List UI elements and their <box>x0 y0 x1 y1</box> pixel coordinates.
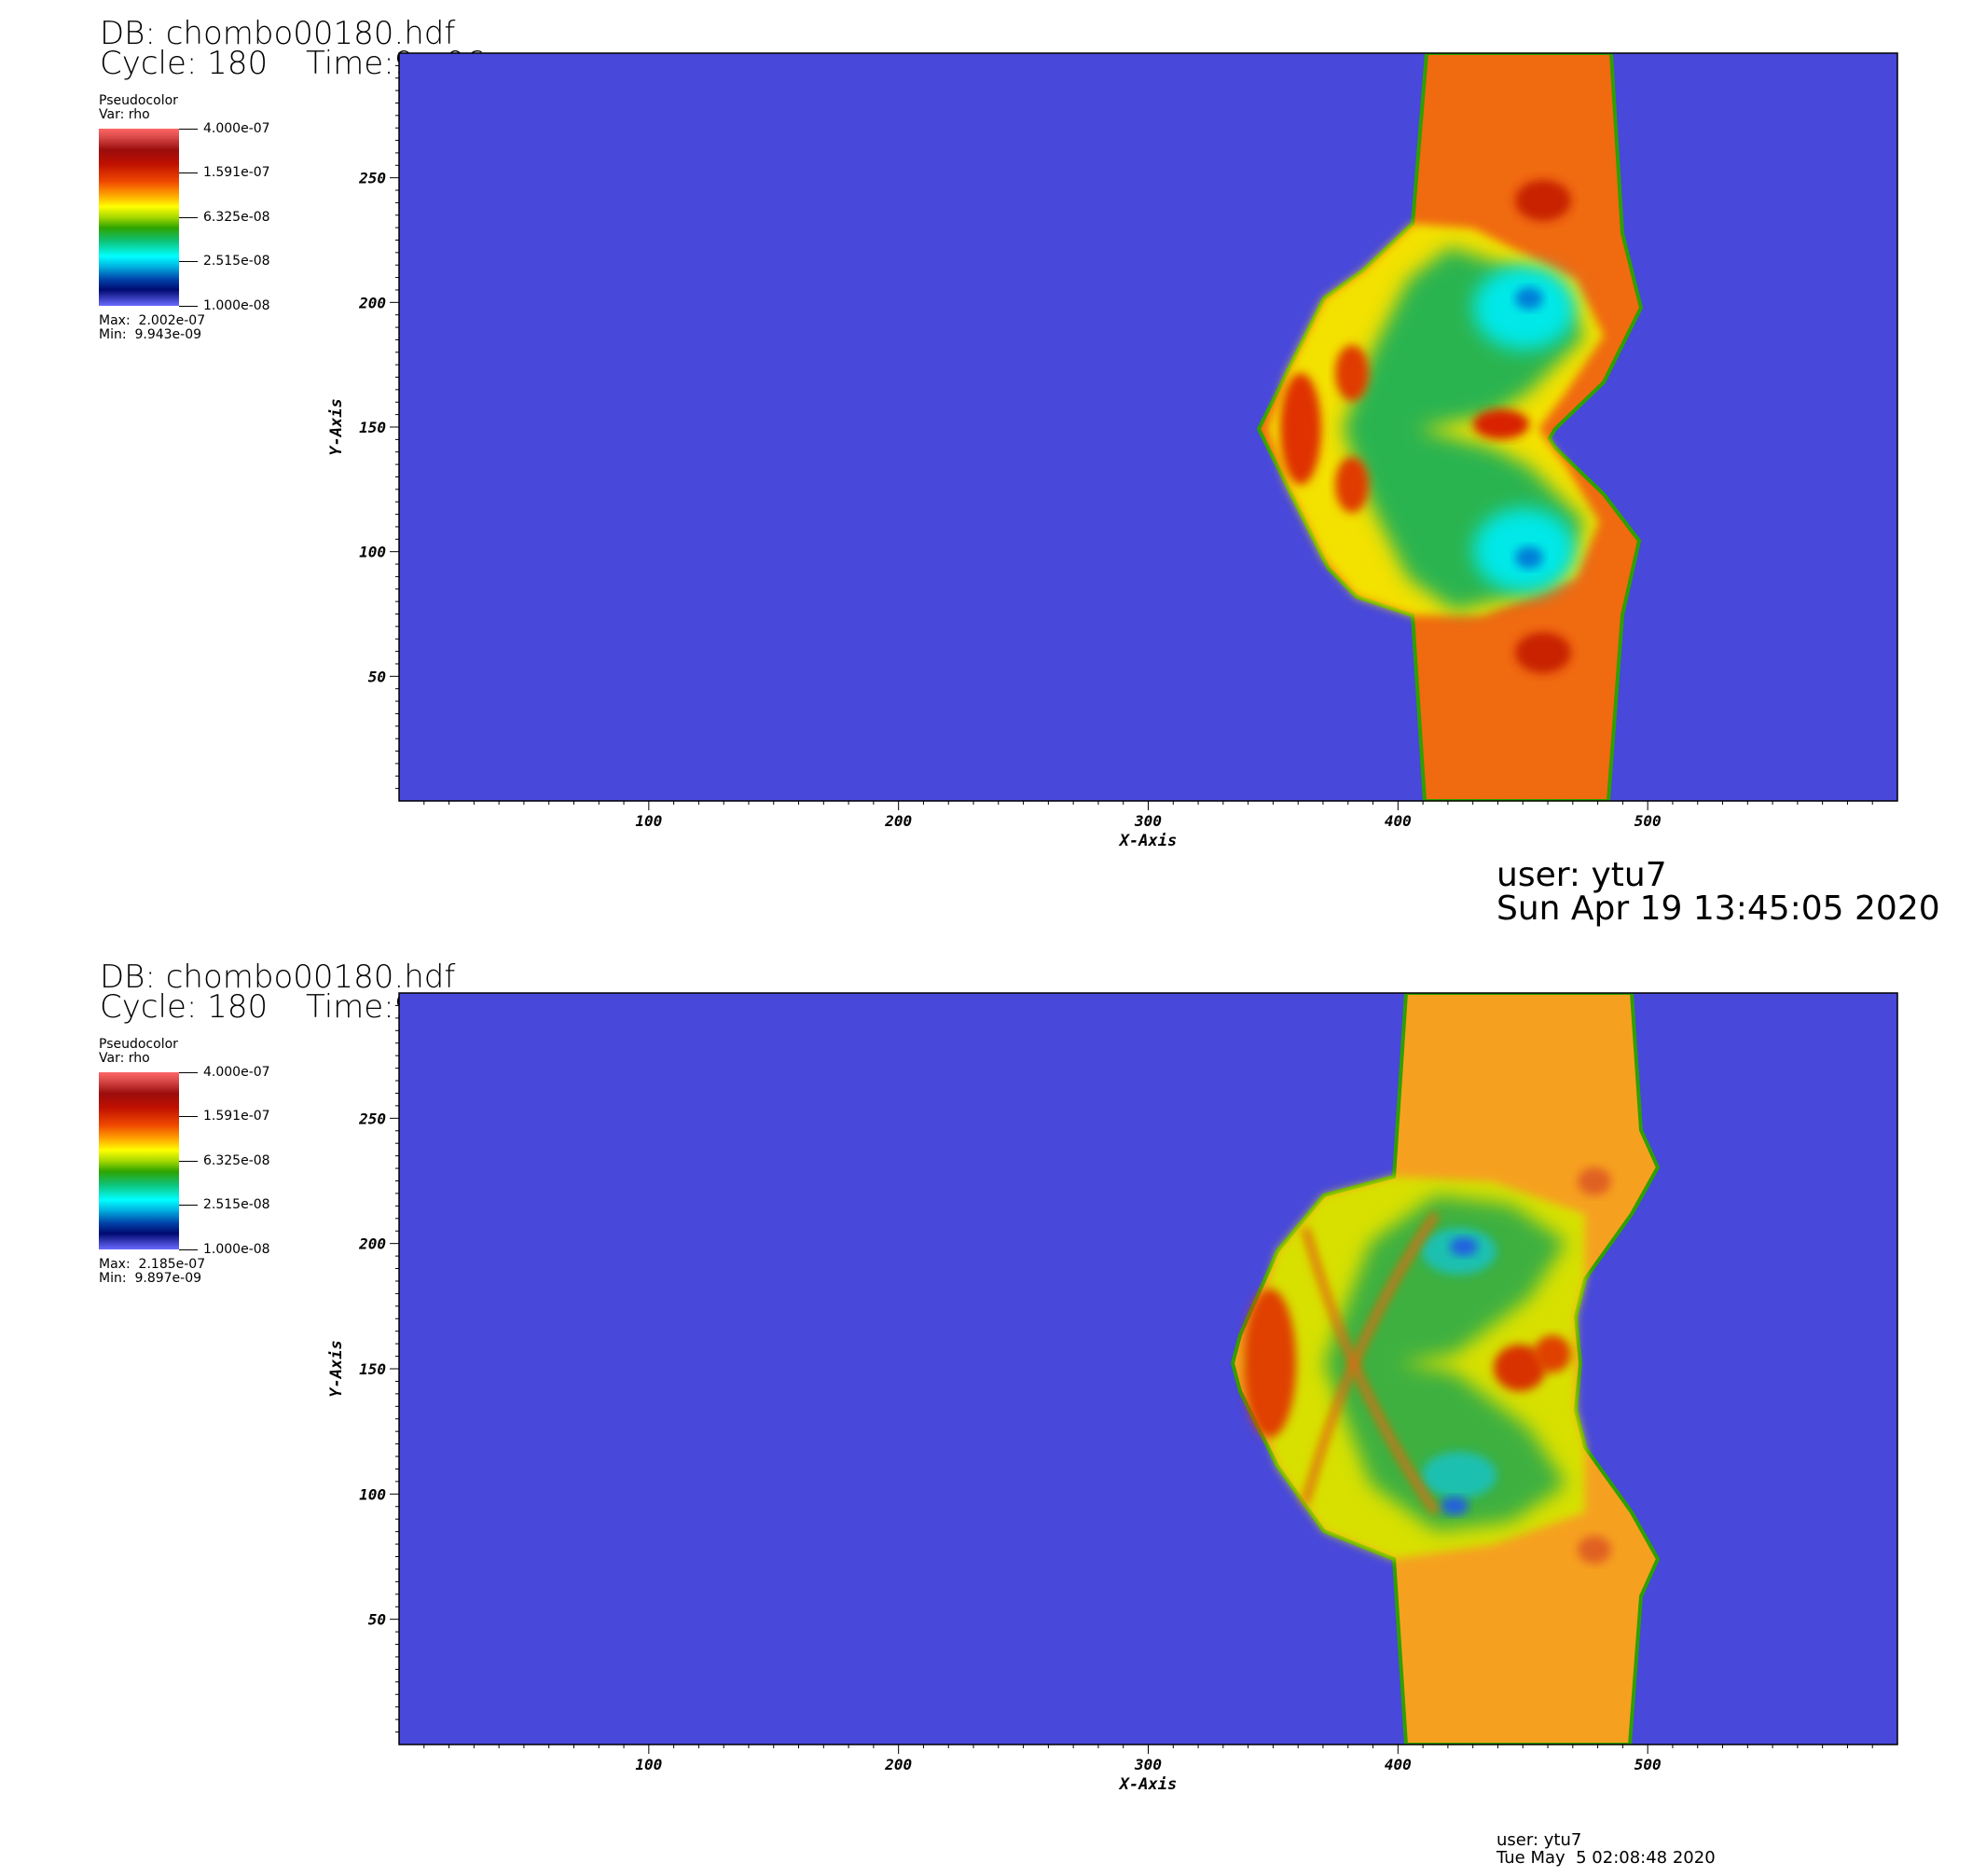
cycle-label: Cycle: 180 <box>100 45 269 82</box>
legend-variable: Var: rho <box>99 1051 150 1066</box>
axes: 100 200 300 400 500 50 100 150 200 250 X-Axis Y-Axi… <box>327 1004 1873 1794</box>
colorbar-tick-label: 1.591e-07 <box>203 165 270 180</box>
x-axis-label: X-Axis <box>1118 832 1177 850</box>
colorbar-tick-label: 2.515e-08 <box>203 254 270 269</box>
db-label: DB: chombo00180.hdf <box>100 959 456 996</box>
x-tick-label: 200 <box>884 812 912 830</box>
y-tick-label: 250 <box>358 1110 386 1127</box>
colorbar-tick-label: 6.325e-08 <box>203 210 270 225</box>
legend-max: Max: 2.185e-07 <box>99 1257 206 1272</box>
y-tick-label: 150 <box>359 419 386 436</box>
y-tick-label: 250 <box>358 170 386 187</box>
y-tick-label: 200 <box>358 1235 386 1253</box>
legend-min: Min: 9.897e-09 <box>99 1271 202 1286</box>
colorbar-tick-label: 1.000e-08 <box>203 298 270 313</box>
x-axis-label: X-Axis <box>1118 1775 1177 1794</box>
x-tick-label: 200 <box>884 1756 912 1773</box>
colorbar-tick-label: 2.515e-08 <box>203 1197 270 1212</box>
footer-user: user: ytu7 <box>1496 856 1667 894</box>
x-tick-label: 300 <box>1134 1756 1162 1773</box>
colorbar-tick-label: 6.325e-08 <box>203 1153 270 1168</box>
plot-panel-2: DB: chombo00180.hdf Cycle: 180 Time:9e-0… <box>0 944 1986 1876</box>
x-tick-label: 300 <box>1134 812 1162 830</box>
density-field <box>1230 993 1661 1745</box>
plot-panel-1: DB: chombo00180.hdf Cycle: 180 Time:9e-0… <box>0 0 1986 932</box>
y-tick-label: 50 <box>368 1611 386 1629</box>
y-tick-label: 200 <box>358 294 386 311</box>
footer-user: user: ytu7 <box>1496 1830 1582 1850</box>
plot-background <box>399 993 1897 1745</box>
colorbar-tick-label: 4.000e-07 <box>203 121 270 136</box>
x-tick-label: 500 <box>1634 1756 1662 1773</box>
colorbar-tick-label: 1.000e-08 <box>203 1242 270 1257</box>
colorbar <box>99 1072 179 1249</box>
y-tick-label: 150 <box>359 1360 386 1378</box>
density-field <box>1256 53 1644 801</box>
heatmap-plot: 100 200 300 400 500 50 100 150 200 250 X-Axis Y-Axi… <box>327 52 1898 850</box>
y-tick-label: 100 <box>359 544 386 561</box>
y-tick-label: 100 <box>359 1485 386 1503</box>
cycle-label: Cycle: 180 <box>100 988 269 1026</box>
colorbar-tick-label: 1.591e-07 <box>203 1109 270 1124</box>
x-tick-label: 500 <box>1634 812 1662 830</box>
footer-date: Tue May 5 02:08:48 2020 <box>1496 1848 1716 1868</box>
legend-min: Min: 9.943e-09 <box>99 327 202 342</box>
plot-background <box>399 53 1897 801</box>
x-tick-label: 100 <box>635 1756 662 1773</box>
legend-max: Max: 2.002e-07 <box>99 313 206 328</box>
x-tick-label: 400 <box>1385 812 1412 830</box>
y-tick-label: 50 <box>368 668 386 685</box>
legend-plot-type: Pseudocolor <box>99 1037 178 1052</box>
db-label: DB: chombo00180.hdf <box>100 15 456 52</box>
x-tick-label: 400 <box>1385 1756 1412 1773</box>
legend-variable: Var: rho <box>99 107 150 122</box>
x-tick-label: 100 <box>635 812 662 830</box>
colorbar-tick-label: 4.000e-07 <box>203 1065 270 1080</box>
heatmap-plot: 100 200 300 400 500 50 100 150 200 250 X-Axis Y-Axi… <box>327 992 1898 1794</box>
y-axis-label: Y-Axis <box>327 1340 346 1397</box>
colorbar <box>99 129 179 306</box>
footer-date: Sun Apr 19 13:45:05 2020 <box>1496 890 1940 928</box>
axes: 100 200 300 400 500 50 100 150 200 250 X-Axis Y-Axi… <box>327 64 1873 850</box>
legend-plot-type: Pseudocolor <box>99 93 178 108</box>
y-axis-label: Y-Axis <box>327 398 346 455</box>
